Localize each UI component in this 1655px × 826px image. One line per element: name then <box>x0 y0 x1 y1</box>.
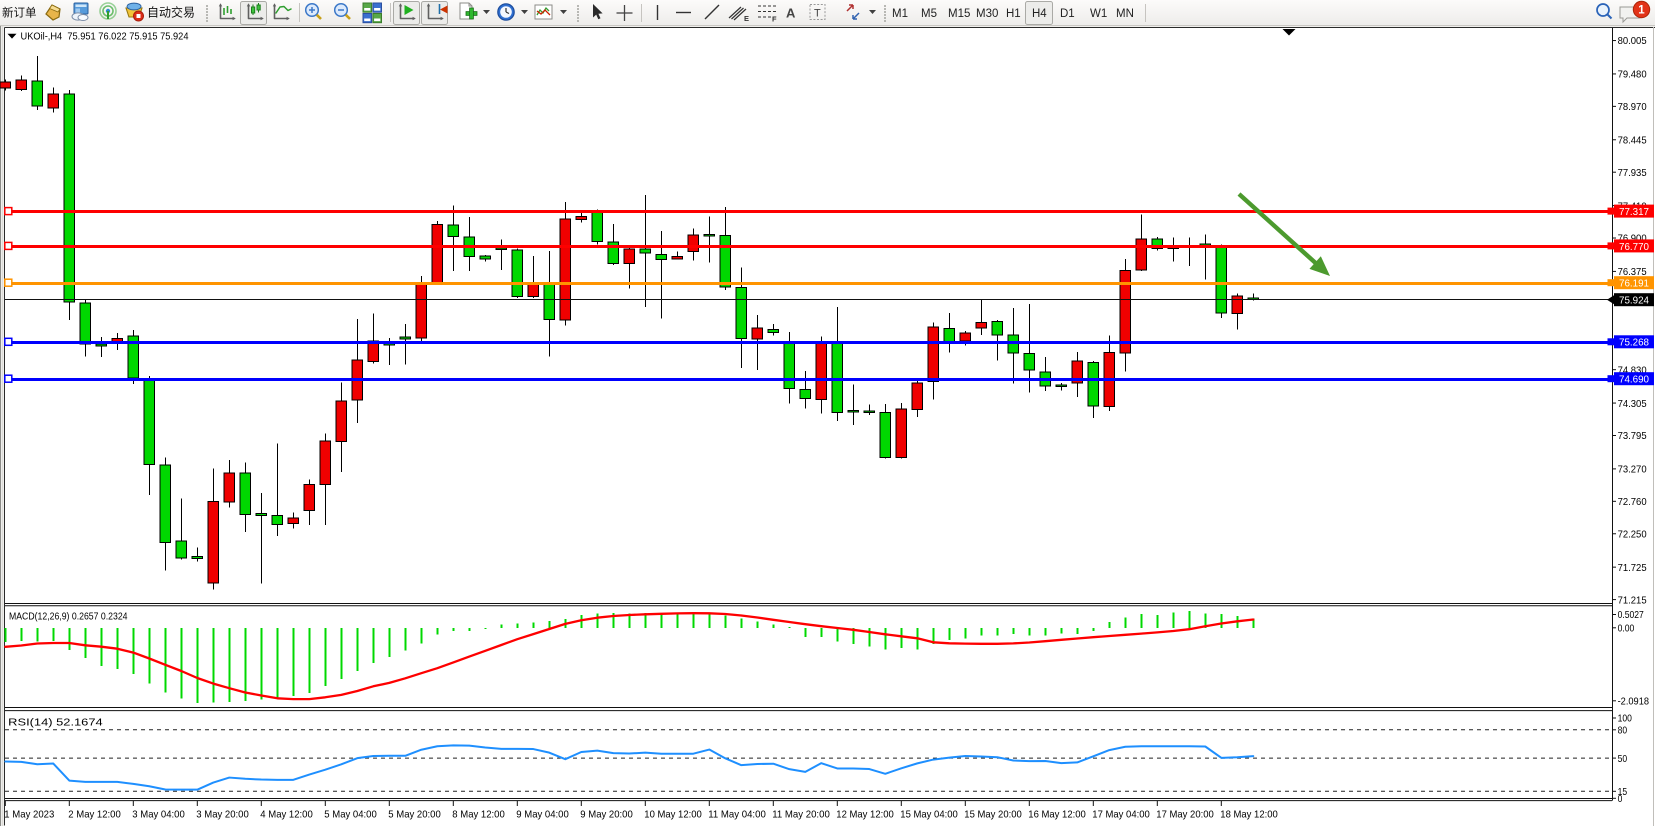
svg-text:2 May 12:00: 2 May 12:00 <box>68 809 121 821</box>
svg-text:76.375: 76.375 <box>1618 266 1647 278</box>
svg-text:新订单: 新订单 <box>2 6 37 20</box>
svg-text:UKOil-,H4 75.951 76.022 75.91: UKOil-,H4 75.951 76.022 75.915 75.924 <box>21 30 189 42</box>
svg-text:H4: H4 <box>1032 8 1047 20</box>
svg-text:RSI(14) 52.1674: RSI(14) 52.1674 <box>8 717 103 729</box>
svg-text:78.445: 78.445 <box>1618 134 1647 146</box>
svg-text:M30: M30 <box>976 8 998 20</box>
svg-text:15 May 20:00: 15 May 20:00 <box>964 809 1022 821</box>
svg-text:0.00: 0.00 <box>1618 623 1635 635</box>
svg-text:M15: M15 <box>948 8 970 20</box>
svg-text:72.250: 72.250 <box>1618 528 1647 540</box>
svg-text:73.270: 73.270 <box>1618 464 1647 476</box>
svg-text:F: F <box>772 15 777 24</box>
svg-text:MN: MN <box>1116 8 1134 20</box>
svg-text:8 May 12:00: 8 May 12:00 <box>452 809 505 821</box>
svg-text:50: 50 <box>1618 753 1628 765</box>
svg-text:71.725: 71.725 <box>1618 562 1647 574</box>
svg-text:A: A <box>786 6 796 21</box>
svg-text:5 May 04:00: 5 May 04:00 <box>324 809 377 821</box>
svg-text:15 May 04:00: 15 May 04:00 <box>900 809 958 821</box>
svg-text:M5: M5 <box>921 8 937 20</box>
svg-text:15: 15 <box>1618 786 1628 798</box>
svg-text:0: 0 <box>1618 793 1623 805</box>
svg-text:17 May 20:00: 17 May 20:00 <box>1156 809 1214 821</box>
svg-text:0.5027: 0.5027 <box>1618 609 1644 621</box>
svg-text:3 May 20:00: 3 May 20:00 <box>196 809 249 821</box>
svg-text:78.970: 78.970 <box>1618 101 1647 113</box>
svg-text:72.760: 72.760 <box>1618 496 1647 508</box>
svg-text:73.795: 73.795 <box>1618 430 1647 442</box>
svg-text:11 May 04:00: 11 May 04:00 <box>708 809 766 821</box>
svg-text:74.305: 74.305 <box>1618 398 1647 410</box>
svg-text:77.935: 77.935 <box>1618 167 1647 179</box>
svg-text:9 May 04:00: 9 May 04:00 <box>516 809 569 821</box>
svg-text:77.317: 77.317 <box>1619 206 1649 218</box>
svg-text:1: 1 <box>1638 5 1645 17</box>
svg-text:4 May 12:00: 4 May 12:00 <box>260 809 313 821</box>
svg-text:9 May 20:00: 9 May 20:00 <box>580 809 633 821</box>
svg-text:E: E <box>744 14 749 23</box>
svg-text:80.005: 80.005 <box>1618 35 1647 47</box>
svg-text:M1: M1 <box>892 8 908 20</box>
svg-text:17 May 04:00: 17 May 04:00 <box>1092 809 1150 821</box>
svg-text:3 May 04:00: 3 May 04:00 <box>132 809 185 821</box>
svg-text:W1: W1 <box>1090 8 1107 20</box>
svg-text:76.770: 76.770 <box>1619 241 1649 253</box>
svg-text:75.268: 75.268 <box>1619 337 1649 349</box>
svg-text:10 May 12:00: 10 May 12:00 <box>644 809 702 821</box>
svg-text:12 May 12:00: 12 May 12:00 <box>836 809 894 821</box>
svg-text:16 May 12:00: 16 May 12:00 <box>1028 809 1086 821</box>
svg-text:71.215: 71.215 <box>1618 594 1647 606</box>
svg-text:80: 80 <box>1618 725 1628 737</box>
svg-text:H1: H1 <box>1006 8 1021 20</box>
svg-text:5 May 20:00: 5 May 20:00 <box>388 809 441 821</box>
svg-text:T: T <box>814 8 821 20</box>
svg-text:76.191: 76.191 <box>1619 278 1649 290</box>
svg-text:自动交易: 自动交易 <box>147 5 195 20</box>
svg-text:-2.0918: -2.0918 <box>1618 696 1650 708</box>
svg-text:75.924: 75.924 <box>1619 295 1649 307</box>
svg-text:11 May 20:00: 11 May 20:00 <box>772 809 830 821</box>
svg-text:79.480: 79.480 <box>1618 69 1647 81</box>
svg-text:MACD(12,26,9) 0.2657 0.2324: MACD(12,26,9) 0.2657 0.2324 <box>9 611 128 623</box>
svg-text:74.690: 74.690 <box>1619 374 1649 386</box>
svg-text:1 May 2023: 1 May 2023 <box>4 809 54 821</box>
svg-text:18 May 12:00: 18 May 12:00 <box>1220 809 1278 821</box>
svg-text:100: 100 <box>1618 713 1632 725</box>
svg-text:D1: D1 <box>1060 8 1075 20</box>
